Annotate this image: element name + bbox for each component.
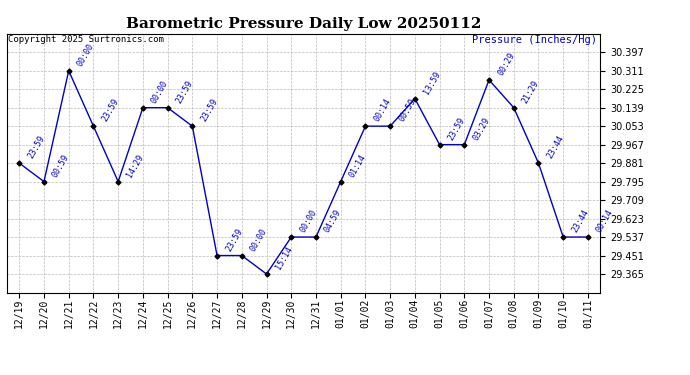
Text: 00:59: 00:59 (397, 97, 417, 123)
Text: 03:29: 03:29 (471, 116, 491, 142)
Text: 00:59: 00:59 (51, 153, 71, 179)
Text: 14:29: 14:29 (125, 153, 146, 179)
Text: 23:59: 23:59 (199, 97, 219, 123)
Text: 23:44: 23:44 (545, 134, 566, 160)
Text: 00:00: 00:00 (76, 42, 96, 68)
Text: 00:14: 00:14 (595, 208, 615, 234)
Text: 23:59: 23:59 (446, 116, 467, 142)
Text: 00:14: 00:14 (373, 97, 393, 123)
Text: 00:00: 00:00 (298, 208, 319, 234)
Text: 00:29: 00:29 (496, 51, 516, 77)
Text: 23:59: 23:59 (175, 79, 195, 105)
Title: Barometric Pressure Daily Low 20250112: Barometric Pressure Daily Low 20250112 (126, 17, 482, 31)
Text: 15:14: 15:14 (273, 245, 294, 271)
Text: 04:59: 04:59 (323, 208, 343, 234)
Text: 23:59: 23:59 (26, 134, 46, 160)
Text: 13:59: 13:59 (422, 70, 442, 96)
Text: 23:59: 23:59 (100, 97, 121, 123)
Text: Copyright 2025 Surtronics.com: Copyright 2025 Surtronics.com (8, 35, 164, 44)
Text: 00:00: 00:00 (248, 226, 269, 253)
Text: 23:44: 23:44 (570, 208, 591, 234)
Text: 21:29: 21:29 (521, 79, 541, 105)
Text: 00:00: 00:00 (150, 79, 170, 105)
Text: 23:59: 23:59 (224, 226, 244, 253)
Text: Pressure (Inches/Hg): Pressure (Inches/Hg) (473, 35, 598, 45)
Text: 01:14: 01:14 (348, 153, 368, 179)
